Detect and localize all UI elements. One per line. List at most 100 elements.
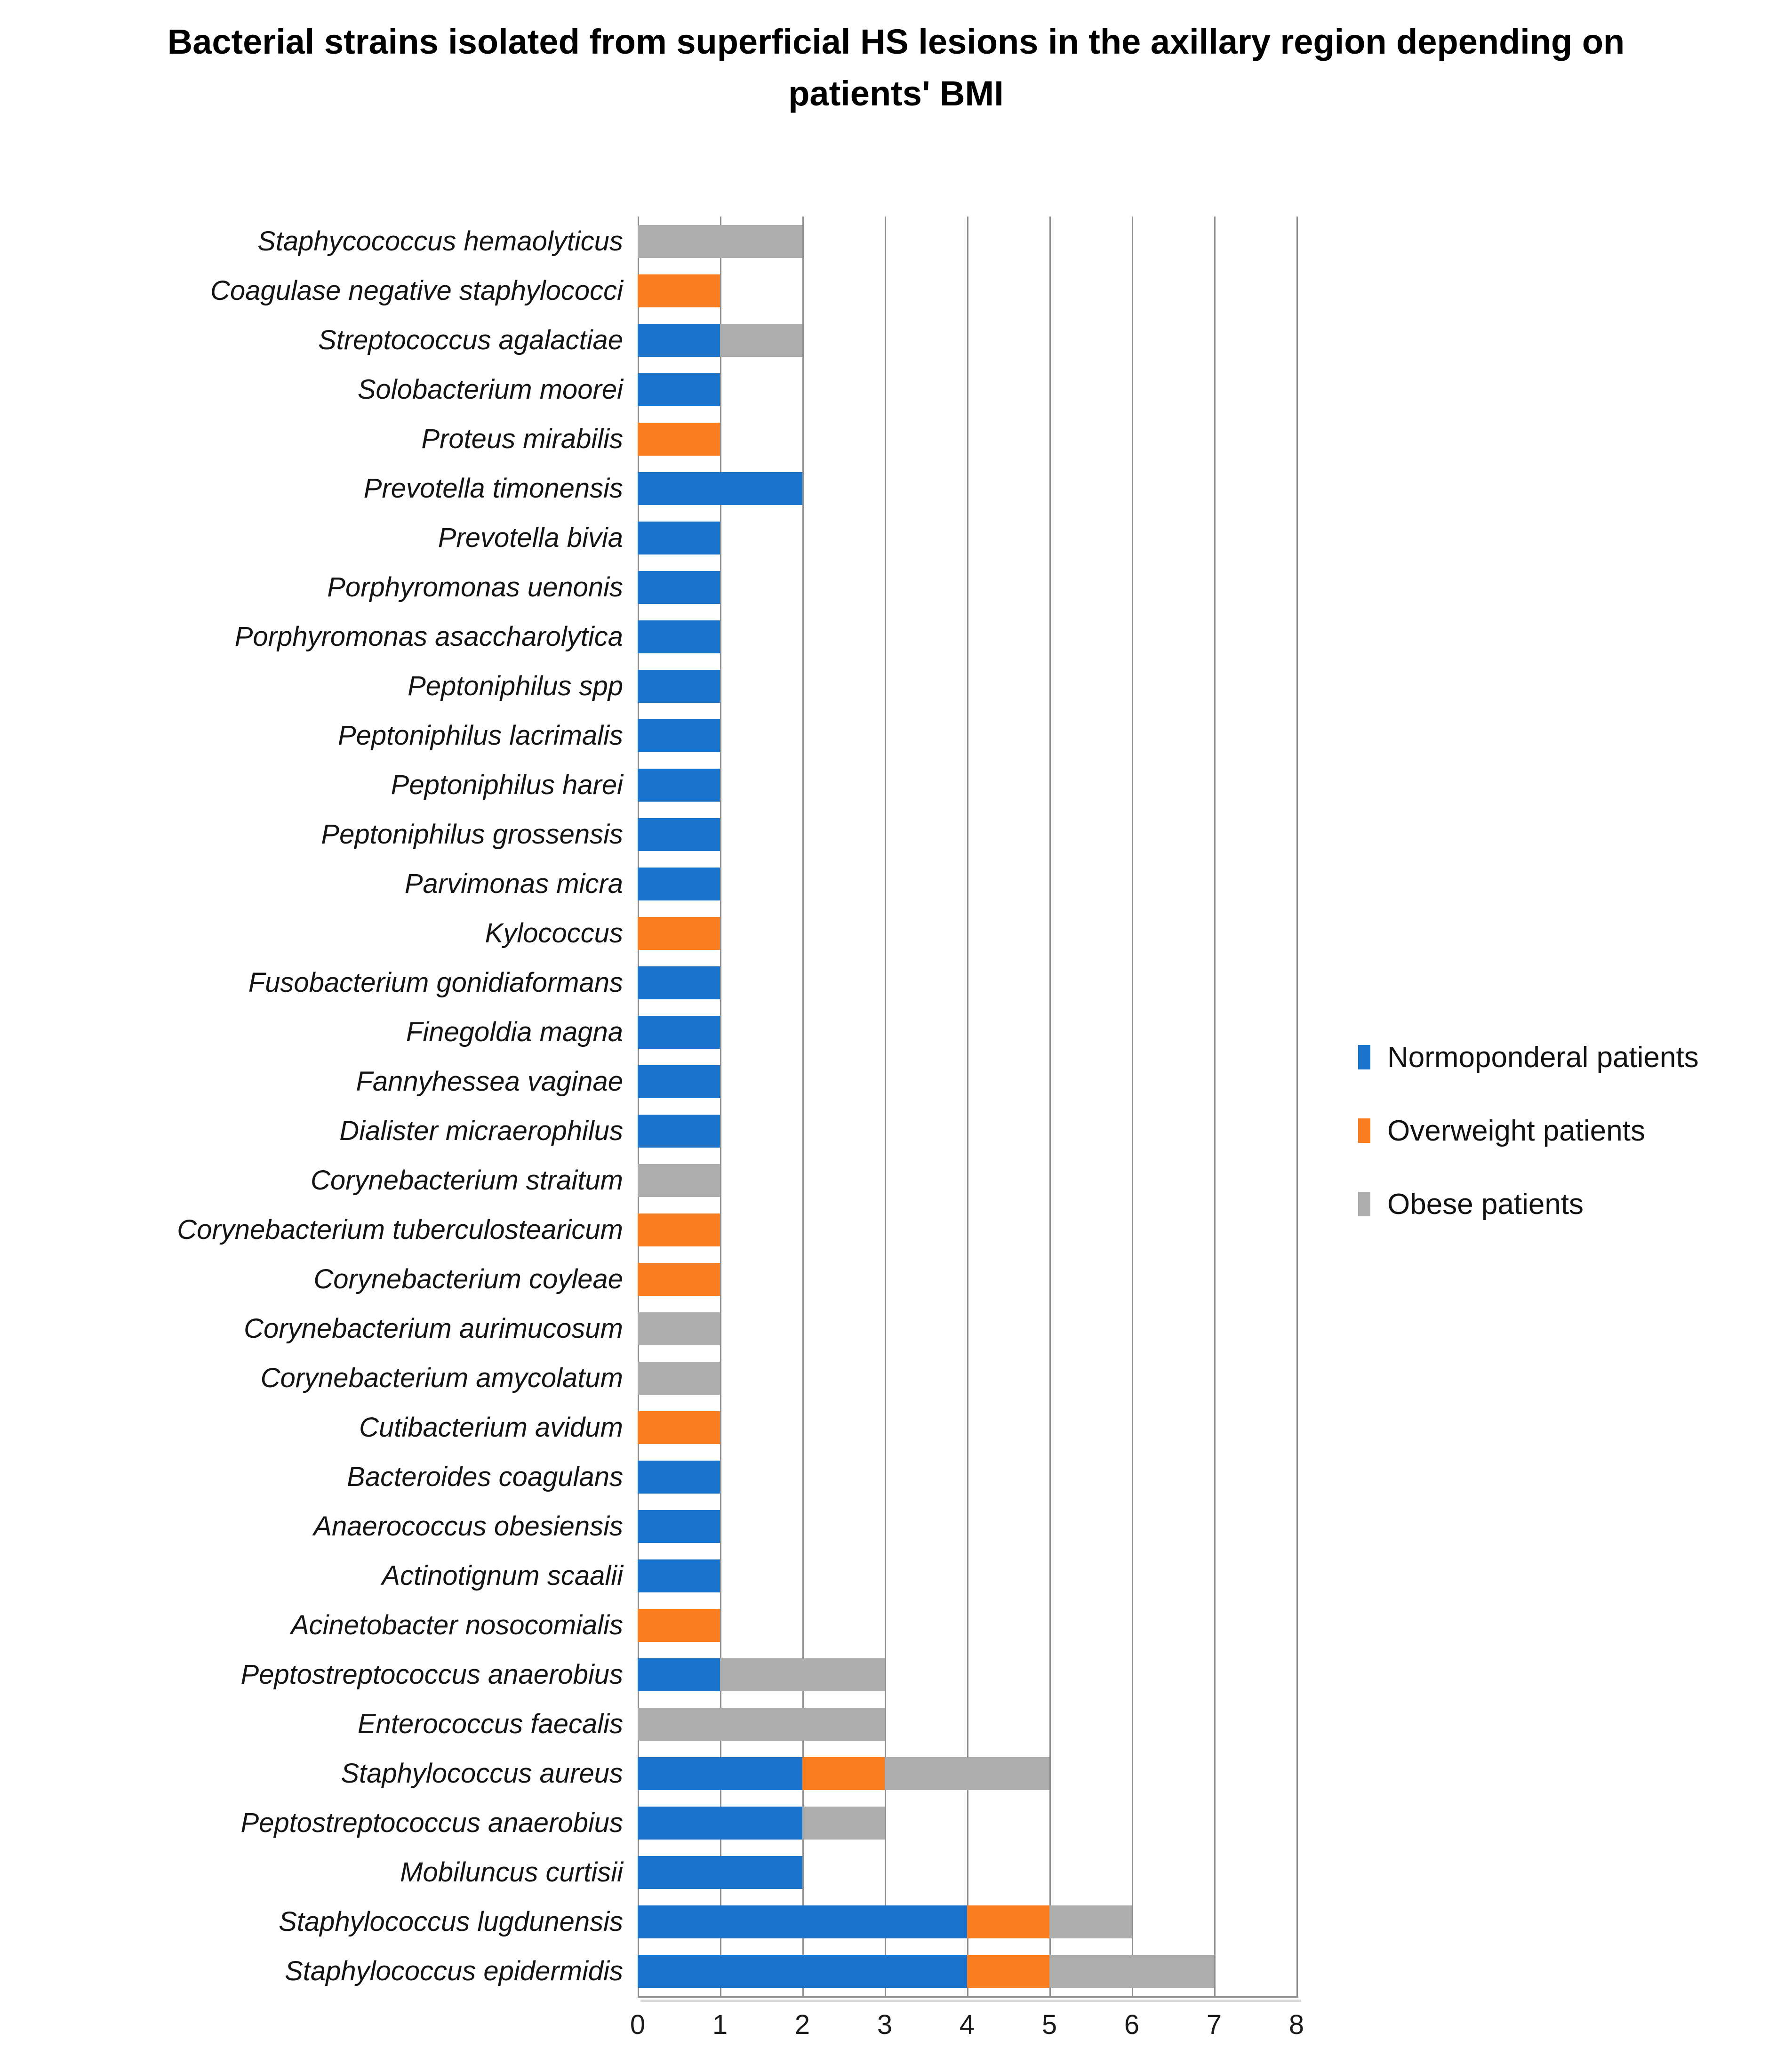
category-label: Coagulase negative staphylococci: [210, 275, 623, 306]
gridline-x-5: [1049, 217, 1051, 1996]
category-label: Fusobacterium gonidiaformans: [248, 967, 623, 998]
bar-segment-normoponderal-patients: [638, 1460, 720, 1494]
category-label: Corynebacterium amycolatum: [260, 1363, 623, 1393]
legend: Normoponderal patients Overweight patient…: [1358, 1041, 1699, 1262]
legend-swatch-icon: [1358, 1192, 1370, 1216]
bar-segment-normoponderal-patients: [638, 472, 802, 505]
category-label: Prevotella bivia: [438, 522, 623, 553]
bar-segment-normoponderal-patients: [638, 768, 720, 802]
bar-segment-obese-patients: [1049, 1954, 1214, 1988]
legend-label: Overweight patients: [1387, 1114, 1645, 1147]
bar-segment-obese-patients: [638, 1312, 720, 1345]
category-label: Enterococcus faecalis: [357, 1709, 623, 1739]
category-label: Corynebacterium aurimucosum: [244, 1313, 623, 1344]
category-label: Corynebacterium straitum: [311, 1165, 623, 1196]
x-axis-line: [638, 1996, 1298, 1998]
x-tick-label-5: 5: [1041, 2009, 1057, 2040]
bar-segment-overweight-patients: [638, 1262, 720, 1296]
bar-segment-overweight-patients: [967, 1954, 1049, 1988]
category-label: Corynebacterium tuberculostearicum: [177, 1214, 623, 1245]
gridline-x-3: [885, 217, 886, 1996]
x-tick-label-2: 2: [794, 2009, 810, 2040]
gridline-x-7: [1214, 217, 1216, 1996]
bar-segment-obese-patients: [638, 1707, 885, 1741]
bar-segment-normoponderal-patients: [638, 719, 720, 752]
category-label: Parvimonas micra: [404, 868, 623, 899]
legend-swatch-icon: [1358, 1045, 1370, 1069]
bar-segment-obese-patients: [802, 1806, 885, 1840]
bar-segment-obese-patients: [638, 1361, 720, 1395]
category-label: Anaerococcus obesiensis: [313, 1511, 623, 1542]
category-label: Peptoniphilus grossensis: [321, 819, 623, 850]
bar-segment-normoponderal-patients: [638, 521, 720, 554]
category-label: Cutibacterium avidum: [359, 1412, 623, 1443]
gridline-x-4: [967, 217, 968, 1996]
bar-segment-obese-patients: [720, 1658, 885, 1691]
bar-segment-normoponderal-patients: [638, 818, 720, 851]
category-label: Staphylococcus epidermidis: [285, 1956, 623, 1986]
bar-segment-normoponderal-patients: [638, 1806, 802, 1840]
category-label: Peptostreptococcus anaerobius: [240, 1808, 623, 1838]
category-label: Kylococcus: [485, 918, 623, 948]
bar-segment-overweight-patients: [638, 1411, 720, 1444]
bar-segment-obese-patients: [638, 1164, 720, 1197]
category-label: Mobiluncus curtisii: [400, 1857, 623, 1888]
gridline-x-2: [802, 217, 804, 1996]
bar-segment-obese-patients: [1049, 1905, 1132, 1938]
category-label: Peptoniphilus lacrimalis: [337, 720, 623, 751]
bar-segment-overweight-patients: [638, 422, 720, 456]
legend-swatch-icon: [1358, 1118, 1370, 1143]
bar-segment-normoponderal-patients: [638, 1015, 720, 1049]
category-label: Staphylococcus lugdunensis: [279, 1906, 623, 1937]
category-label: Prevotella timonensis: [363, 473, 623, 504]
category-label: Staphylococcus aureus: [341, 1758, 623, 1789]
category-label: Dialister micraerophilus: [339, 1116, 623, 1146]
x-tick-label-1: 1: [712, 2009, 728, 2040]
plot-area: [638, 217, 1301, 2002]
category-label: Corynebacterium coyleae: [313, 1264, 623, 1294]
bar-segment-normoponderal-patients: [638, 1954, 967, 1988]
category-label: Bacteroides coagulans: [347, 1462, 623, 1492]
category-label: Peptoniphilus spp: [408, 671, 623, 701]
x-tick-label-4: 4: [959, 2009, 975, 2040]
bar-segment-normoponderal-patients: [638, 1757, 802, 1790]
category-label: Fannyhessea vaginae: [356, 1066, 623, 1097]
category-label: Proteus mirabilis: [421, 424, 623, 454]
gridline-x-1: [720, 217, 721, 1996]
category-label: Actinotignum scaalii: [382, 1560, 623, 1591]
bar-segment-normoponderal-patients: [638, 669, 720, 703]
category-label: Staphycococcus hemaolyticus: [257, 226, 623, 257]
category-label: Finegoldia magna: [406, 1017, 623, 1047]
x-axis-shadow: [640, 2000, 1301, 2002]
bar-segment-overweight-patients: [638, 274, 720, 307]
bar-segment-normoponderal-patients: [638, 1065, 720, 1098]
bar-segment-normoponderal-patients: [638, 323, 720, 357]
bar-segment-normoponderal-patients: [638, 620, 720, 653]
bar-segment-normoponderal-patients: [638, 1856, 802, 1889]
category-label: Acinetobacter nosocomialis: [290, 1610, 623, 1640]
bar-segment-obese-patients: [638, 225, 802, 258]
category-label: Streptococcus agalactiae: [318, 325, 623, 355]
bar-segment-normoponderal-patients: [638, 1114, 720, 1148]
bar-segment-overweight-patients: [967, 1905, 1049, 1938]
bar-segment-normoponderal-patients: [638, 373, 720, 406]
category-label: Porphyromonas asaccharolytica: [234, 621, 623, 652]
bar-segment-obese-patients: [885, 1757, 1049, 1790]
x-tick-label-6: 6: [1124, 2009, 1140, 2040]
category-label: Solobacterium moorei: [357, 374, 623, 405]
gridline-x-0: [638, 217, 639, 1996]
bar-segment-overweight-patients: [638, 1213, 720, 1246]
x-tick-label-7: 7: [1206, 2009, 1222, 2040]
x-tick-label-8: 8: [1288, 2009, 1304, 2040]
bar-segment-overweight-patients: [638, 1608, 720, 1642]
bar-segment-overweight-patients: [802, 1757, 885, 1790]
legend-label: Normoponderal patients: [1387, 1041, 1699, 1074]
legend-item: Obese patients: [1358, 1188, 1699, 1221]
legend-item: Normoponderal patients: [1358, 1041, 1699, 1074]
bar-segment-overweight-patients: [638, 916, 720, 950]
x-tick-label-3: 3: [877, 2009, 893, 2040]
chart-title: Bacterial strains isolated from superfic…: [167, 22, 1625, 113]
x-tick-label-0: 0: [630, 2009, 646, 2040]
bar-segment-obese-patients: [720, 323, 802, 357]
